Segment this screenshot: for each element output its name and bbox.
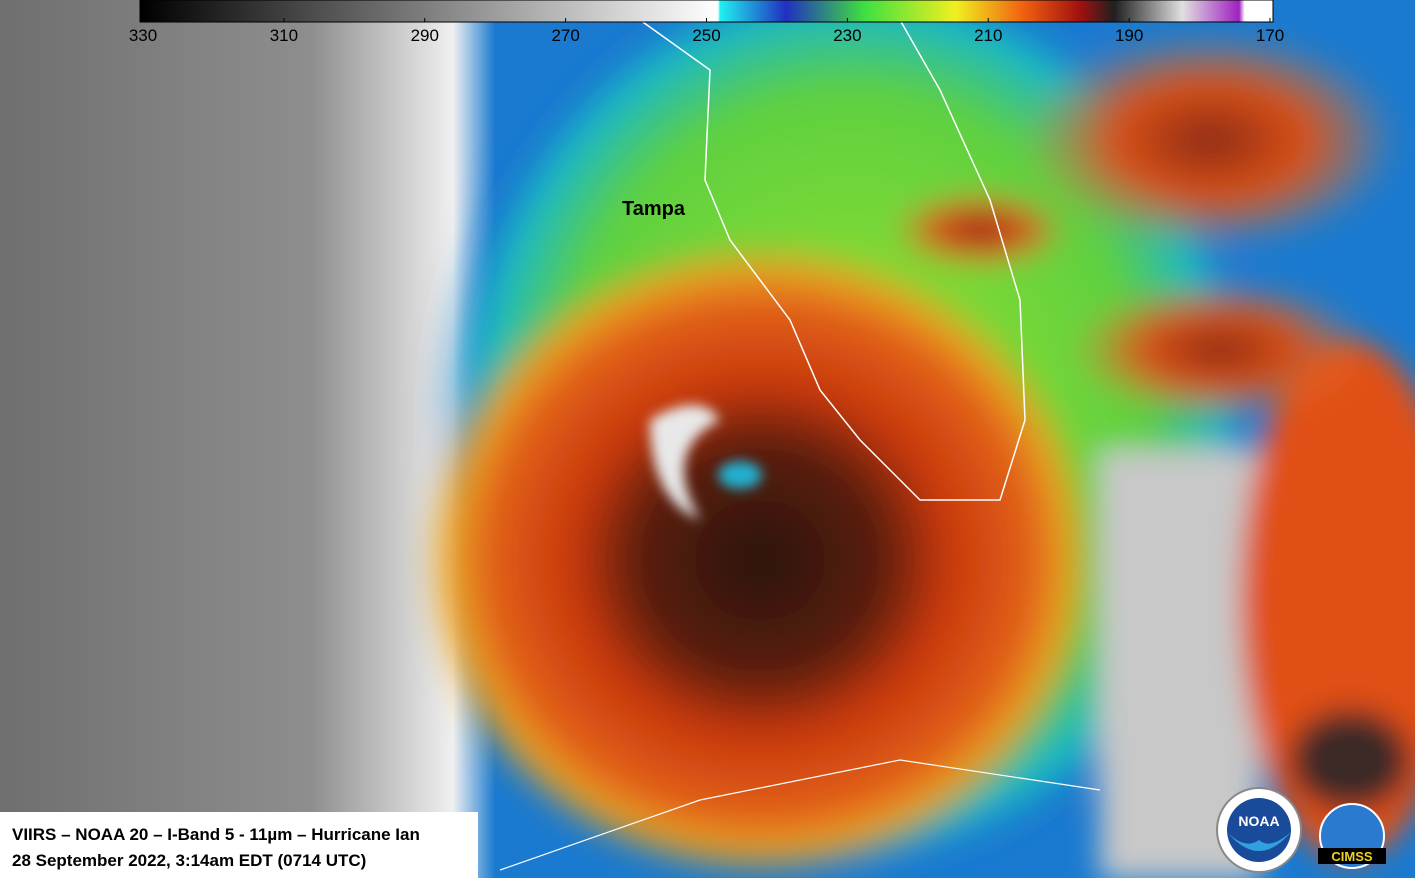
cimss-logo: CIMSS [1318, 803, 1386, 869]
caption-line: 28 September 2022, 3:14am EDT (0714 UTC) [12, 851, 366, 870]
caption-line: VIIRS – NOAA 20 – I-Band 5 - 11µm – Hurr… [12, 825, 420, 844]
colorbar-tick-label: 170 [1256, 26, 1284, 45]
cloud-field [420, 0, 1415, 878]
coastline [639, 19, 1026, 501]
city-label: Tampa [622, 198, 686, 220]
colorbar-tick-label: 190 [1115, 26, 1143, 45]
colorbar-tick-label: 230 [833, 26, 861, 45]
colorbar-tick-label: 290 [411, 26, 439, 45]
colorbar-tick-label: 330 [129, 26, 157, 45]
colorbar-tick-label: 250 [692, 26, 720, 45]
colorbar-tick-label: 270 [551, 26, 579, 45]
noaa-logo: NOAA [1216, 787, 1302, 873]
caption-box [0, 812, 478, 878]
colorbar-ticks: 330 310 290 270 250 230 210 190 170 [129, 18, 1284, 45]
colorbar-tick-label: 310 [270, 26, 298, 45]
colorbar-tick-label: 210 [974, 26, 1002, 45]
logo-text: CIMSS [1331, 849, 1373, 864]
coastline [499, 759, 1101, 871]
eye [650, 405, 762, 520]
logo-text: NOAA [1238, 813, 1279, 829]
